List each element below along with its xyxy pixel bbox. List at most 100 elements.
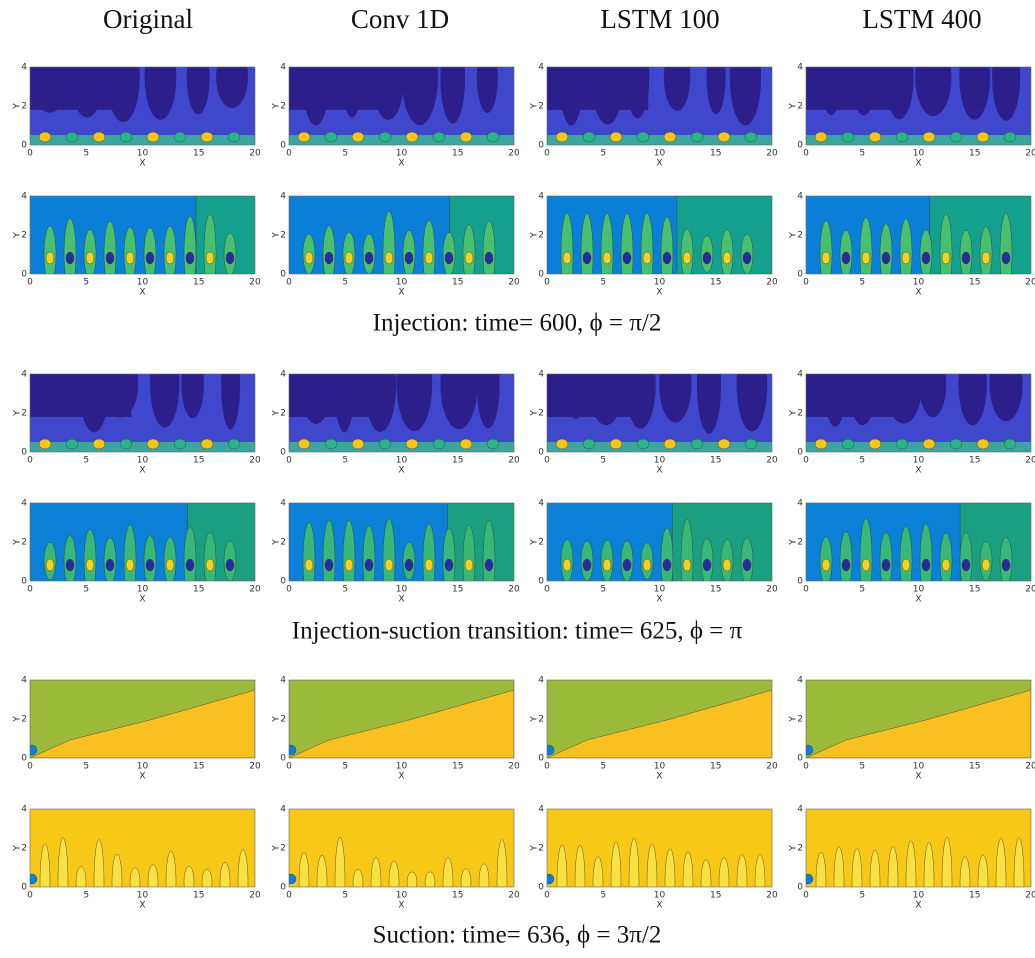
pillar xyxy=(406,871,418,887)
blob xyxy=(636,131,650,143)
x-axis-label: X xyxy=(139,466,145,476)
blob xyxy=(227,131,241,143)
pillar xyxy=(352,869,364,887)
plume xyxy=(78,374,110,433)
blob xyxy=(324,558,334,572)
blob xyxy=(324,251,334,265)
x-tick-label: 15 xyxy=(452,762,463,772)
blob xyxy=(1003,131,1017,143)
blob xyxy=(38,131,52,143)
y-tick-label: 2 xyxy=(797,844,803,854)
blob xyxy=(744,131,758,143)
y-axis-label: Y xyxy=(272,845,282,852)
blob xyxy=(742,251,752,265)
y-tick-label: 2 xyxy=(21,231,27,241)
plot-frame xyxy=(546,679,773,759)
y-tick-label: 2 xyxy=(797,102,803,112)
pillar xyxy=(75,866,87,887)
x-tick-label: 20 xyxy=(249,149,261,159)
y-axis-label: Y xyxy=(272,716,282,723)
pillar xyxy=(833,846,845,887)
x-tick-label: 10 xyxy=(137,278,149,288)
plume xyxy=(559,67,584,126)
pillar xyxy=(111,854,123,887)
blob xyxy=(555,131,569,143)
x-tick-label: 15 xyxy=(193,585,204,595)
y-tick-label: 2 xyxy=(797,231,803,241)
blob xyxy=(185,251,195,265)
y-tick-label: 0 xyxy=(797,141,803,151)
blob xyxy=(424,251,434,265)
pillar xyxy=(147,864,159,887)
x-axis-label: X xyxy=(915,288,921,298)
blob xyxy=(464,251,474,265)
y-tick-label: 0 xyxy=(538,448,544,458)
x-tick-label: 5 xyxy=(859,456,865,466)
blob xyxy=(38,438,52,450)
blob xyxy=(486,438,500,450)
pillar xyxy=(905,840,917,887)
plume xyxy=(706,67,726,115)
x-axis-label: X xyxy=(656,466,662,476)
blob xyxy=(364,558,374,572)
y-tick-label: 4 xyxy=(797,676,803,686)
plume xyxy=(144,67,177,120)
y-tick-label: 0 xyxy=(21,270,27,280)
column-header: Conv 1D xyxy=(351,4,449,34)
y-axis-label: Y xyxy=(13,103,23,110)
x-tick-label: 20 xyxy=(1025,149,1035,159)
x-tick-label: 10 xyxy=(913,456,925,466)
x-axis-label: X xyxy=(398,466,404,476)
blob xyxy=(702,251,712,265)
plume xyxy=(958,374,987,426)
pillar xyxy=(887,846,899,887)
contour-plot xyxy=(547,196,772,274)
y-tick-label: 2 xyxy=(21,844,27,854)
x-tick-label: 10 xyxy=(137,762,149,772)
y-tick-label: 0 xyxy=(538,141,544,151)
x-tick-label: 20 xyxy=(249,456,261,466)
y-axis-label: Y xyxy=(789,103,799,110)
contour-plot xyxy=(806,503,1031,581)
blob xyxy=(722,251,732,265)
plume xyxy=(440,67,466,124)
blob xyxy=(351,131,365,143)
y-tick-label: 4 xyxy=(280,370,286,380)
pillar xyxy=(298,852,310,887)
right-region xyxy=(187,503,255,581)
x-tick-label: 20 xyxy=(1025,585,1035,595)
plume xyxy=(401,67,438,126)
x-tick-label: 10 xyxy=(654,149,666,159)
y-tick-label: 4 xyxy=(280,805,286,815)
contour-plot xyxy=(806,374,1031,452)
y-tick-label: 4 xyxy=(538,499,544,509)
blob xyxy=(85,251,95,265)
blob xyxy=(65,438,79,450)
y-axis-label: Y xyxy=(530,103,540,110)
blob xyxy=(622,558,632,572)
pillar xyxy=(237,849,249,887)
x-tick-label: 15 xyxy=(452,585,463,595)
y-tick-label: 4 xyxy=(280,63,286,73)
x-axis-label: X xyxy=(656,901,662,911)
blob xyxy=(941,558,951,572)
x-tick-label: 5 xyxy=(859,891,865,901)
x-tick-label: 20 xyxy=(766,149,778,159)
blob xyxy=(949,438,963,450)
column-header: LSTM 100 xyxy=(600,4,719,34)
blob xyxy=(921,558,931,572)
blob xyxy=(642,558,652,572)
wall-layer xyxy=(806,135,1031,145)
y-tick-label: 4 xyxy=(538,63,544,73)
x-tick-label: 20 xyxy=(508,585,520,595)
y-tick-label: 2 xyxy=(538,409,544,419)
column-header: Original xyxy=(103,4,193,34)
x-tick-label: 5 xyxy=(342,762,348,772)
plume xyxy=(37,374,66,415)
blob xyxy=(304,251,314,265)
blob xyxy=(324,131,338,143)
contour-plot xyxy=(289,196,514,274)
y-axis-label: Y xyxy=(272,103,282,110)
x-tick-label: 10 xyxy=(396,891,408,901)
blob xyxy=(582,251,592,265)
